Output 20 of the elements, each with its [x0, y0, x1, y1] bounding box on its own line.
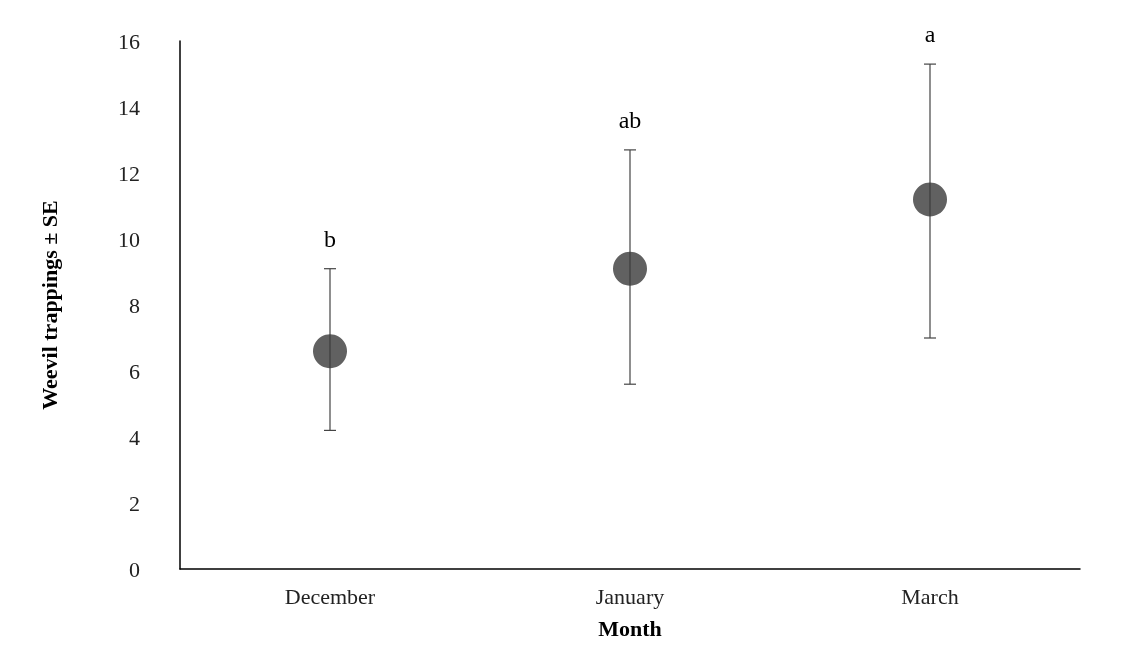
y-axis-title: Weevil trappings ± SE	[36, 200, 62, 410]
y-tick-label: 6	[129, 358, 140, 384]
x-tick-label: December	[284, 583, 376, 609]
point	[313, 334, 347, 369]
x-tick-label: January	[595, 583, 665, 609]
y-tick-label: 16	[118, 28, 140, 54]
point	[613, 251, 647, 286]
x-tick-label: March	[901, 583, 959, 609]
point	[913, 182, 947, 217]
x-axis-title: Month	[598, 615, 662, 641]
y-tick-label: 14	[118, 94, 140, 120]
y-tick-label: 8	[129, 292, 140, 318]
annotation: ab	[618, 106, 642, 133]
y-tick-label: 10	[118, 226, 140, 252]
y-tick-label: 0	[129, 556, 140, 582]
y-tick-label: 12	[118, 160, 140, 186]
y-tick-label: 2	[129, 490, 140, 516]
annotation: a	[924, 21, 936, 48]
annotation: b	[324, 225, 336, 252]
y-tick-label: 4	[129, 424, 140, 450]
